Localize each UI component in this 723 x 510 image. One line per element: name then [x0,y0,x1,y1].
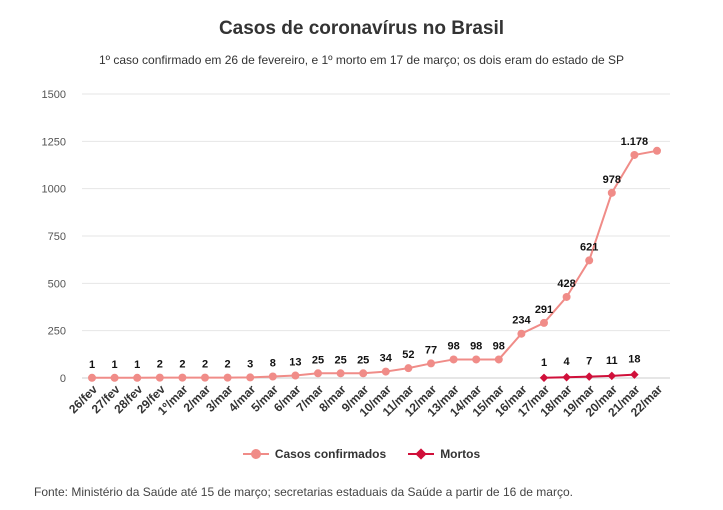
data-point-deaths [630,370,639,379]
data-label-confirmed: 621 [580,241,598,253]
data-label-confirmed: 1.178 [621,136,649,148]
data-point-deaths [562,373,571,382]
data-label-confirmed: 52 [402,349,414,361]
data-point-confirmed [381,367,390,376]
data-point-confirmed [246,373,255,382]
data-label-confirmed: 25 [334,354,346,366]
data-point-confirmed [449,355,458,364]
data-label-confirmed: 8 [270,357,276,369]
data-label-confirmed: 1 [112,359,118,371]
data-label-confirmed: 2 [202,359,208,371]
data-label-confirmed: 25 [312,354,324,366]
legend-label-confirmed: Casos confirmados [274,447,387,461]
y-tick-label: 1000 [42,184,66,196]
y-tick-label: 750 [48,231,66,243]
data-label-confirmed: 13 [289,357,301,369]
data-label-deaths: 7 [586,356,592,368]
legend-item-deaths[interactable]: Mortos [408,447,480,461]
data-point-confirmed [133,373,142,382]
data-point-confirmed [494,355,503,364]
y-tick-label: 500 [48,278,66,290]
data-label-confirmed: 234 [512,315,531,327]
data-label-confirmed: 25 [357,354,369,366]
data-point-confirmed [653,146,661,155]
line-chart: 025050075010001250150026/fev27/fev28/fev… [42,89,670,419]
data-point-confirmed [404,364,413,373]
series-line-confirmed [92,149,658,379]
data-point-confirmed [155,373,164,382]
data-label-confirmed: 98 [470,340,482,352]
legend-item-confirmed[interactable]: Casos confirmados [242,447,387,461]
data-point-confirmed [472,355,481,364]
legend-label-deaths: Mortos [440,447,481,461]
data-label-confirmed: 2 [179,359,185,371]
data-label-confirmed: 3 [247,358,253,370]
data-point-confirmed [88,373,96,382]
data-label-deaths: 18 [628,354,640,366]
data-label-confirmed: 2 [225,359,231,371]
data-label-confirmed: 428 [557,278,575,290]
legend-confirmed-marker-icon [242,448,269,460]
data-label-confirmed: 978 [603,174,621,186]
data-label-confirmed: 98 [493,340,505,352]
data-point-confirmed [517,329,526,338]
data-point-confirmed [268,372,277,381]
data-label-confirmed: 1 [134,359,140,371]
data-point-confirmed [630,150,639,159]
chart-title: Casos de coronavírus no Brasil [218,18,505,39]
data-label-confirmed: 291 [535,304,553,316]
data-label-deaths: 4 [564,356,571,368]
data-point-deaths [607,371,617,381]
data-point-confirmed [359,369,368,378]
y-tick-label: 0 [60,373,66,385]
data-label-confirmed: 2 [157,359,163,371]
source-note: Fonte: Ministério da Saúde até 15 de mar… [34,485,573,499]
data-label-confirmed: 34 [380,353,393,365]
data-label-deaths: 1 [541,357,547,369]
data-point-confirmed [336,369,345,378]
data-point-confirmed [291,371,300,380]
data-point-confirmed [427,359,435,368]
data-point-confirmed [201,373,209,382]
data-point-deaths [539,373,549,383]
data-point-confirmed [314,369,322,378]
chart-subtitle: 1º caso confirmado em 26 de fevereiro, e… [98,53,625,67]
data-label-deaths: 11 [606,355,618,367]
data-label-confirmed: 1 [89,359,95,371]
data-point-deaths [584,372,594,381]
y-tick-label: 1250 [42,136,66,148]
data-point-confirmed [110,373,119,382]
data-point-confirmed [178,373,187,382]
data-point-confirmed [562,292,571,301]
data-label-confirmed: 77 [425,344,437,356]
data-label-confirmed: 98 [447,340,459,352]
data-point-confirmed [540,318,548,327]
y-tick-label: 250 [48,326,66,338]
legend-deaths-marker-icon [408,448,435,460]
data-point-confirmed [607,188,616,197]
chart-legend: Casos confirmados Mortos [0,447,723,461]
y-tick-label: 1500 [42,89,66,101]
data-point-confirmed [585,256,594,265]
data-point-confirmed [223,373,232,382]
